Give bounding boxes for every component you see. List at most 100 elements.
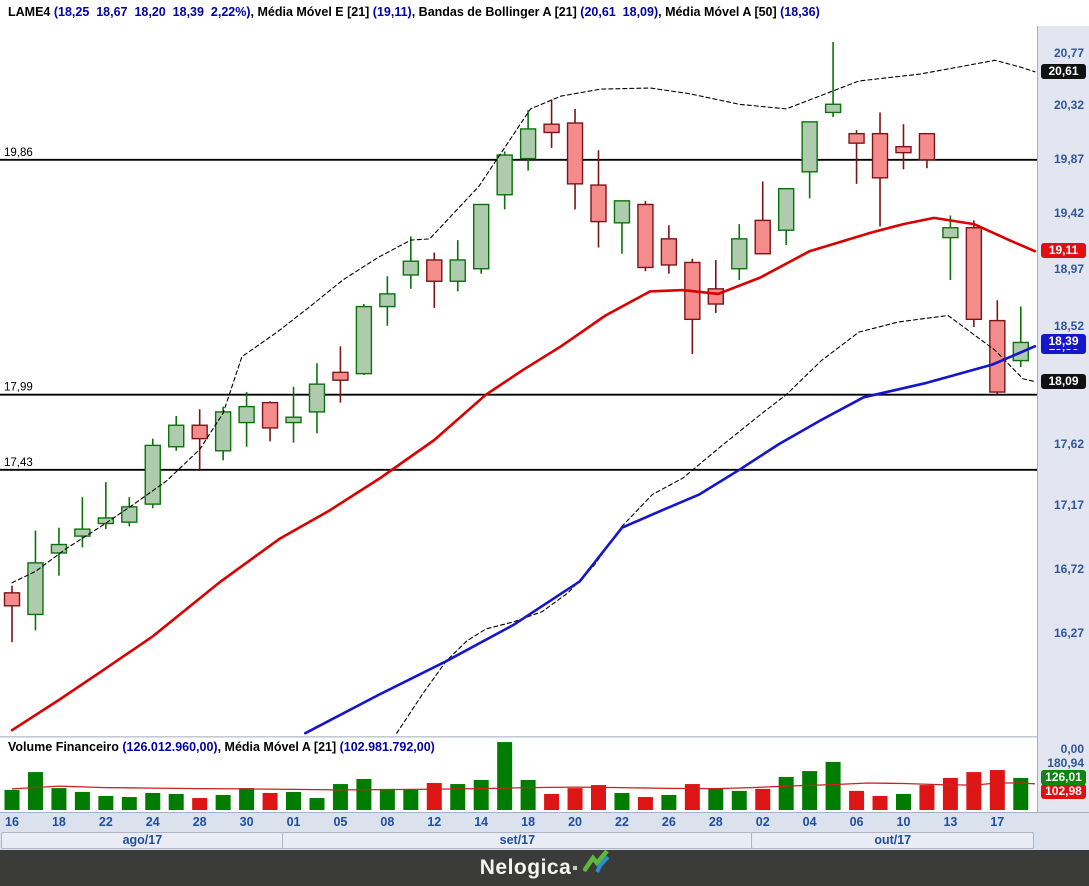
volume-bar bbox=[403, 789, 419, 810]
volume-bar bbox=[895, 793, 911, 810]
volume-bar bbox=[309, 798, 325, 810]
candle-body bbox=[308, 383, 326, 413]
price-tick-label: 19,87 bbox=[1053, 151, 1084, 166]
month-band[interactable]: ago/17 bbox=[1, 832, 284, 849]
price-badge: 20,61 bbox=[1041, 63, 1086, 79]
candle-body bbox=[519, 128, 537, 160]
volume-bar bbox=[919, 785, 935, 810]
pane-separator[interactable] bbox=[0, 736, 1037, 738]
candle-body bbox=[754, 219, 771, 255]
date-tick-label: 22 bbox=[98, 815, 113, 829]
volume-bar bbox=[849, 790, 865, 810]
candle-body bbox=[3, 592, 21, 607]
candle-body bbox=[261, 401, 279, 429]
ema21-line bbox=[10, 216, 1037, 732]
volume-bar bbox=[121, 797, 137, 810]
price-level-label: 17,43 bbox=[4, 457, 33, 469]
date-tick-label: 28 bbox=[708, 815, 723, 829]
bollinger-lower-band bbox=[396, 314, 1036, 734]
volume-bar bbox=[708, 788, 724, 810]
volume-bar bbox=[145, 792, 161, 810]
candlestick-chart-canvas[interactable]: 19,86 17,99 17,43 bbox=[0, 0, 1037, 812]
candle-body bbox=[496, 154, 513, 196]
volume-bar bbox=[731, 790, 747, 810]
volume-bar bbox=[520, 779, 536, 810]
date-tick-label: 06 bbox=[849, 815, 864, 829]
date-tick-label: 17 bbox=[990, 815, 1005, 829]
volume-bar bbox=[379, 788, 395, 810]
date-tick-label: 01 bbox=[286, 815, 301, 829]
volume-bar bbox=[637, 797, 653, 810]
price-level-label: 19,86 bbox=[4, 147, 33, 159]
price-tick-label: 20,32 bbox=[1053, 98, 1084, 113]
date-tick-label: 04 bbox=[802, 815, 817, 829]
price-axis-panel[interactable]: 20,77 20,32 19,87 19,42 18,97 18,52 17,62 17,17… bbox=[1037, 26, 1089, 812]
footer-bar: Nelogica bbox=[0, 849, 1089, 886]
price-tick-label: 18,97 bbox=[1053, 261, 1084, 276]
nelogica-brand: Nelogica bbox=[479, 856, 572, 879]
volume-bar bbox=[778, 776, 794, 810]
ema21-label: , Média Móvel E [21] bbox=[250, 5, 373, 19]
candle-body bbox=[402, 260, 420, 276]
volume-value: (126.012.960,00) bbox=[122, 740, 218, 754]
price-tick-label: 17,17 bbox=[1053, 498, 1084, 513]
candle-body bbox=[191, 424, 208, 440]
date-tick-label: 26 bbox=[661, 815, 676, 829]
price-tick-label: 16,72 bbox=[1053, 561, 1084, 576]
volume-bar bbox=[661, 794, 677, 810]
volume-ma-label: , Média Móvel A [21] bbox=[217, 740, 340, 754]
candle-body bbox=[637, 203, 654, 269]
bollinger-upper-band bbox=[11, 59, 1036, 584]
volume-bar bbox=[98, 796, 114, 810]
nelogica-bolt-icon bbox=[583, 849, 610, 873]
price-tick-label: 18,52 bbox=[1053, 318, 1084, 333]
date-tick-label: 05 bbox=[333, 815, 348, 829]
volume-ma-line bbox=[11, 782, 1035, 791]
volume-bar bbox=[591, 785, 606, 810]
candle-body bbox=[590, 184, 607, 223]
date-axis-panel[interactable]: 16 18 22 24 28 30 01 05 08 12 14 18 20 22 26 28 02 04 06 10… bbox=[0, 812, 1089, 850]
volume-bar bbox=[567, 788, 583, 810]
volume-bar bbox=[426, 783, 442, 810]
volume-bar bbox=[51, 788, 67, 810]
candle-body bbox=[74, 528, 91, 537]
candle-body bbox=[473, 203, 490, 270]
volume-axis-label: 0,00 bbox=[1060, 742, 1084, 756]
volume-bar bbox=[989, 770, 1005, 810]
volume-bar bbox=[262, 792, 278, 810]
candle-body bbox=[27, 562, 44, 616]
volume-bar bbox=[356, 778, 372, 810]
candle-body bbox=[50, 543, 68, 554]
candle-body bbox=[238, 405, 255, 424]
candle-body bbox=[895, 146, 912, 154]
candle-body bbox=[566, 122, 584, 185]
volume-bar bbox=[802, 771, 818, 810]
volume-bar bbox=[684, 784, 700, 810]
price-badge: 18,39 bbox=[1041, 334, 1086, 350]
candle-body bbox=[660, 238, 678, 266]
month-band[interactable]: out/17 bbox=[751, 832, 1035, 849]
candle-body bbox=[121, 506, 138, 523]
volume-axis-label: 180,94 bbox=[1047, 756, 1084, 770]
candle-body bbox=[332, 371, 349, 381]
volume-bar bbox=[544, 793, 560, 810]
month-band[interactable]: set/17 bbox=[281, 832, 753, 849]
candle-body bbox=[989, 319, 1006, 393]
candle-body bbox=[965, 227, 983, 321]
volume-bar bbox=[239, 788, 255, 810]
candle-body bbox=[731, 238, 748, 270]
date-tick-label: 08 bbox=[380, 815, 395, 829]
candle-body bbox=[426, 259, 443, 282]
volume-bar bbox=[192, 798, 208, 810]
volume-ma-value: (102.981.792,00) bbox=[339, 740, 435, 754]
date-tick-label: 02 bbox=[755, 815, 770, 829]
price-tick-label: 19,42 bbox=[1053, 206, 1084, 221]
candle-body bbox=[214, 411, 232, 452]
volume-label: Volume Financeiro bbox=[8, 740, 123, 754]
brand-dot bbox=[573, 866, 578, 870]
volume-bar bbox=[497, 742, 513, 810]
ema21-value: (19,11) bbox=[372, 5, 412, 19]
volume-bar bbox=[614, 792, 630, 810]
candle-body bbox=[449, 259, 466, 282]
date-tick-label: 20 bbox=[568, 815, 582, 829]
